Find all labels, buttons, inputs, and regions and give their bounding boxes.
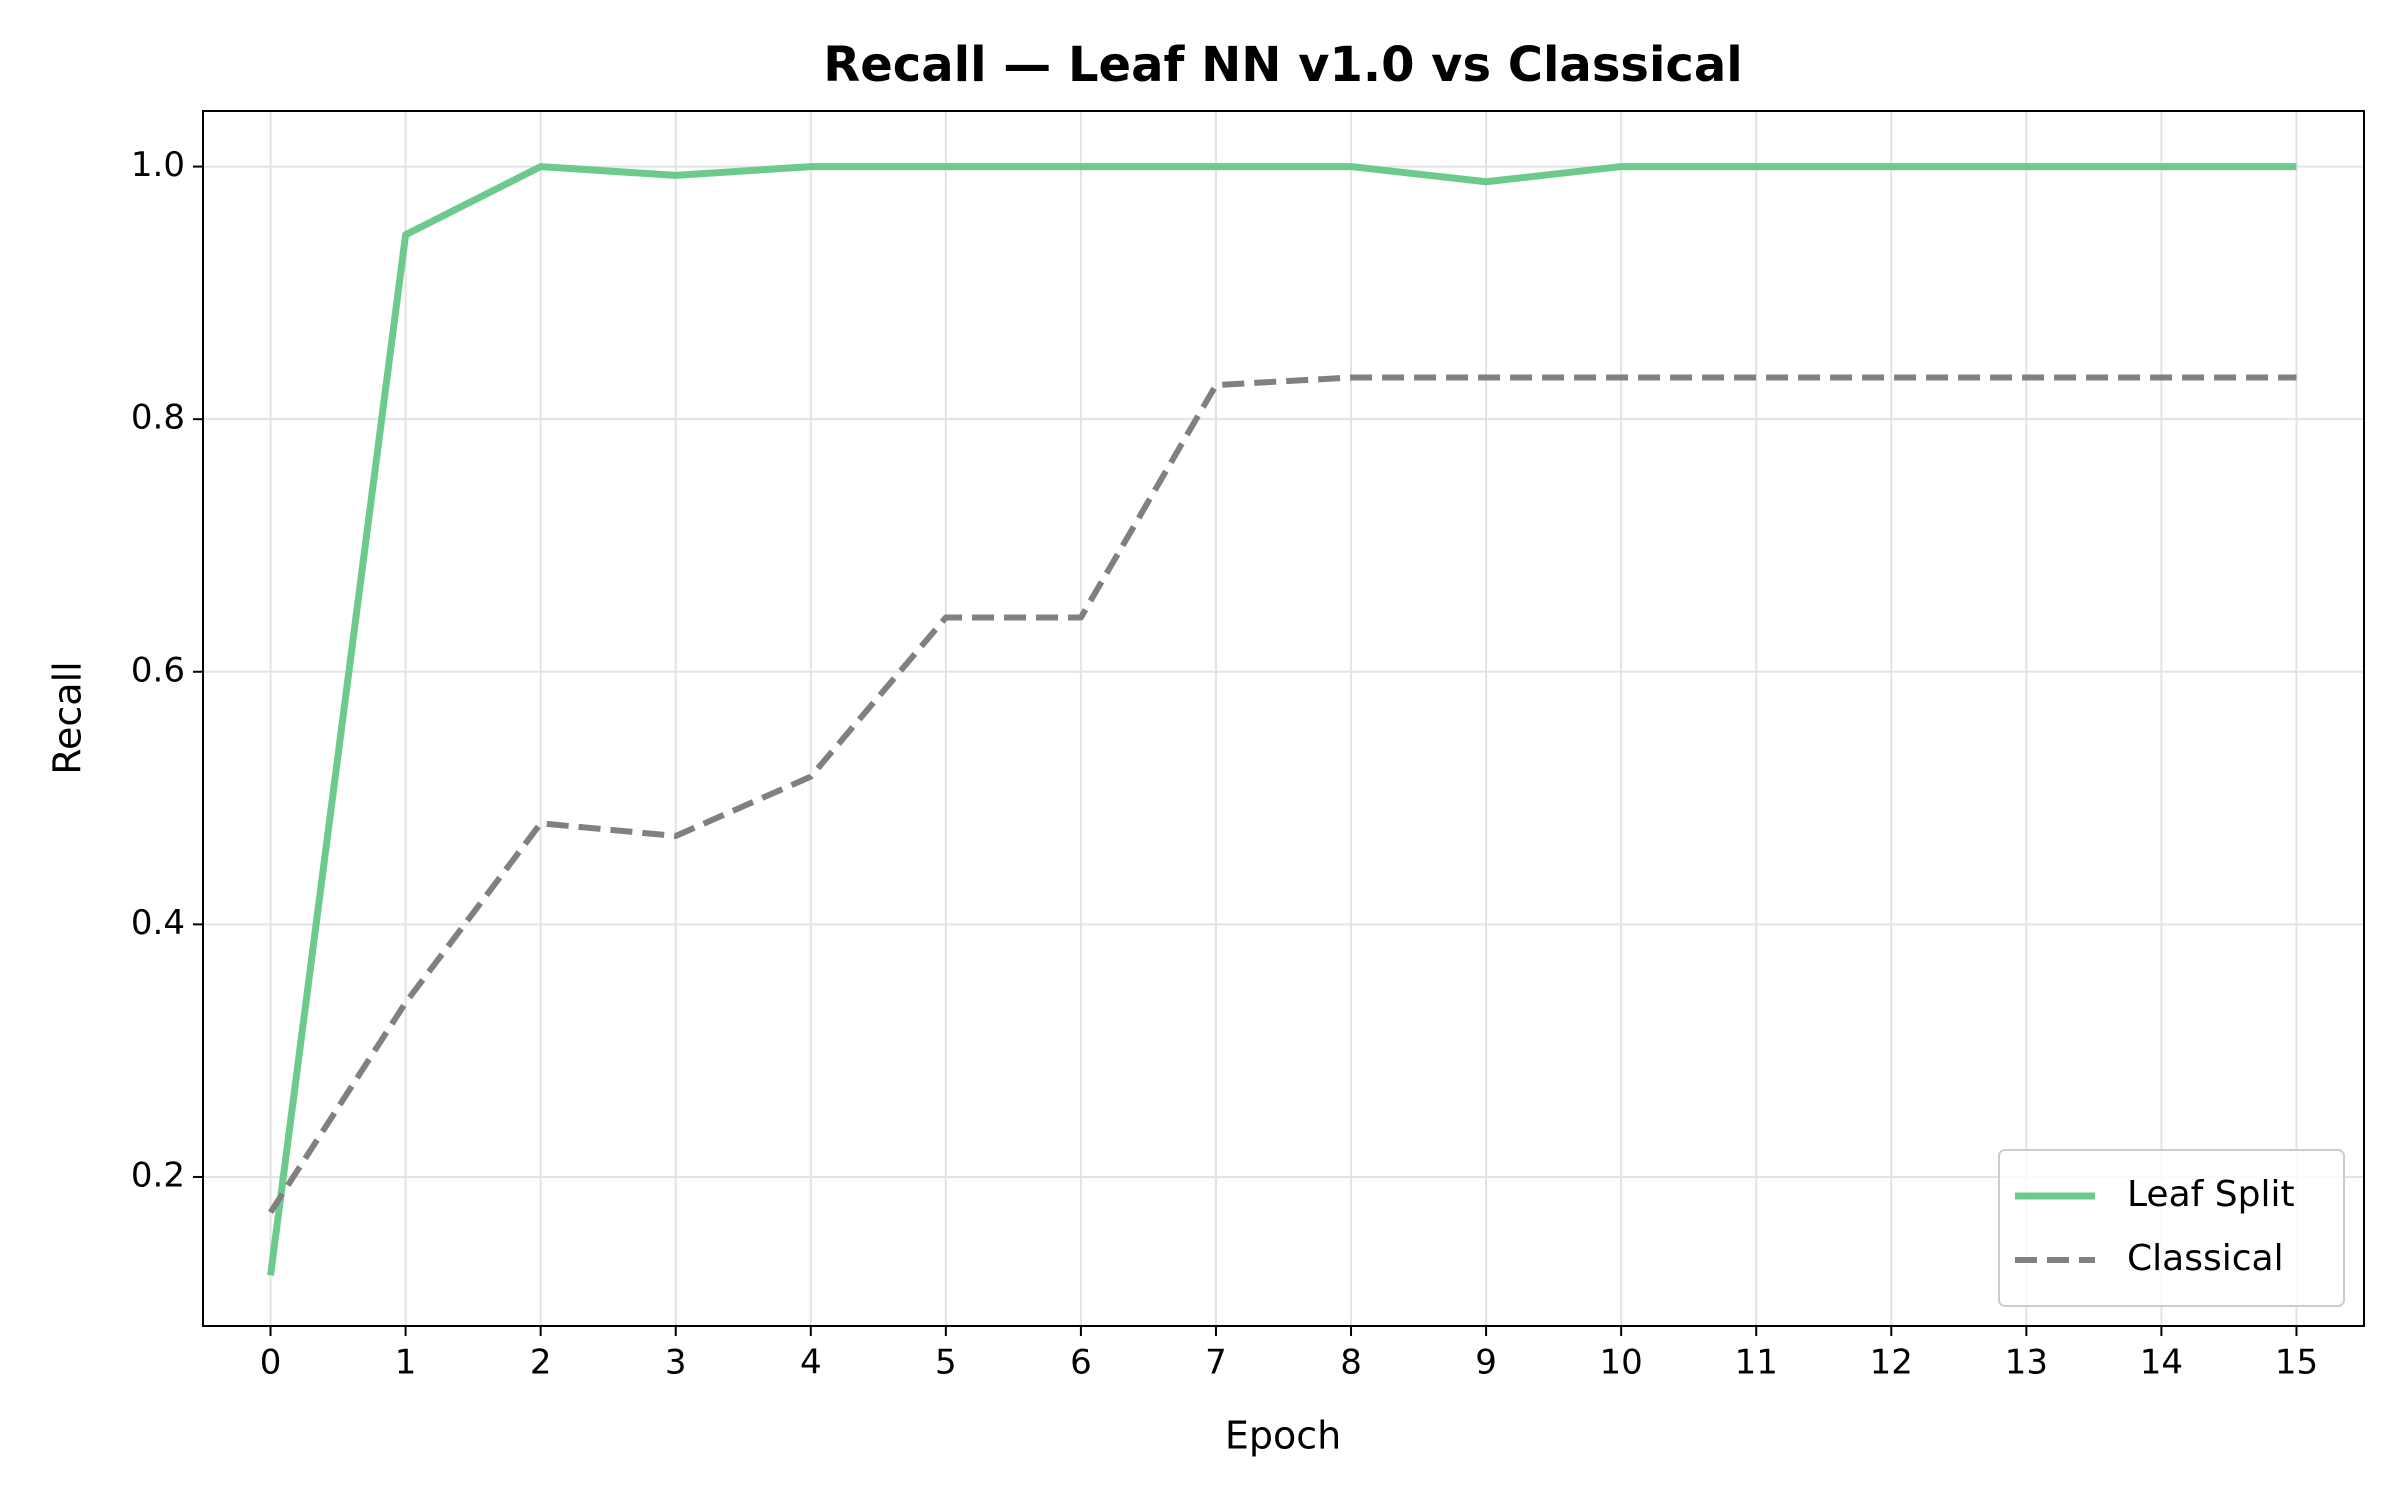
x-axis-label: Epoch [1225, 1414, 1341, 1458]
x-tick-label: 7 [1205, 1343, 1227, 1383]
x-tick-label: 0 [260, 1343, 282, 1383]
y-tick-label: 0.8 [131, 398, 185, 438]
x-tick-label: 9 [1475, 1343, 1497, 1383]
x-tick-label: 4 [800, 1343, 822, 1383]
x-tick-label: 11 [1735, 1343, 1778, 1383]
plot-frame [202, 110, 2365, 1327]
x-tick-label: 12 [1870, 1343, 1913, 1383]
x-tick-label: 13 [2005, 1343, 2048, 1383]
y-tick-label: 0.6 [131, 650, 185, 690]
x-tick-label: 6 [1070, 1343, 1092, 1383]
y-tick-label: 0.2 [131, 1155, 185, 1195]
x-tick-label: 15 [2275, 1343, 2318, 1383]
x-tick-label: 8 [1340, 1343, 1362, 1383]
x-tick-label: 3 [665, 1343, 687, 1383]
line-series [267, 163, 2297, 1276]
legend: Leaf Split Classical [1998, 1149, 2345, 1307]
legend-label: Leaf Split [2127, 1174, 2295, 1215]
legend-label: Classical [2127, 1238, 2284, 1279]
y-tick-label: 1.0 [131, 145, 185, 185]
line-series [268, 374, 2297, 1214]
x-tick-label: 1 [395, 1343, 417, 1383]
x-tick-label: 5 [935, 1343, 957, 1383]
chart-title: Recall — Leaf NN v1.0 vs Classical [823, 37, 1742, 93]
x-tick-label: 10 [1600, 1343, 1643, 1383]
x-tick-label: 2 [530, 1343, 552, 1383]
y-tick-label: 0.4 [131, 903, 185, 943]
y-axis-label: Recall [46, 661, 90, 774]
legend-box [1998, 1149, 2345, 1307]
x-tick-label: 14 [2140, 1343, 2183, 1383]
